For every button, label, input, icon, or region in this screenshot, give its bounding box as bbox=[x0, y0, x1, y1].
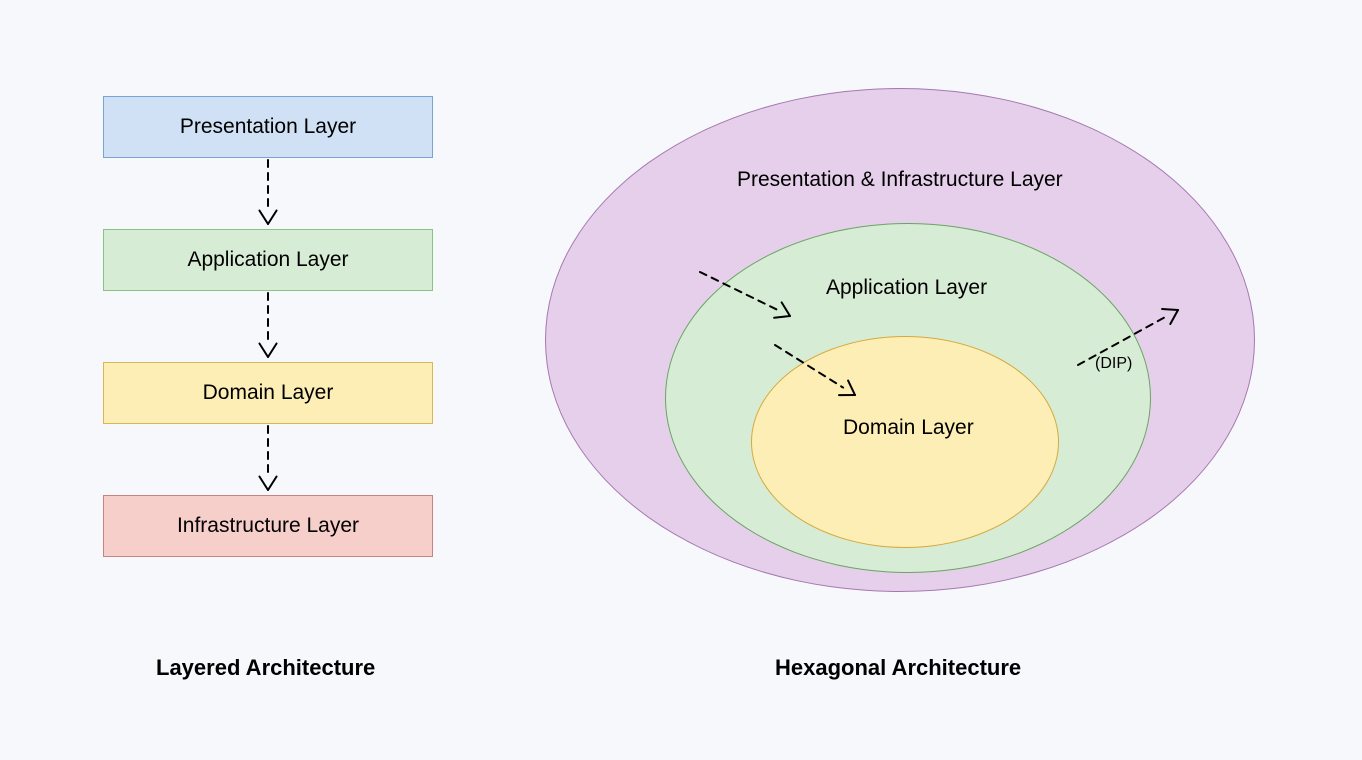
ellipse-inner bbox=[751, 336, 1059, 548]
ellipse-label-outer: Presentation & Infrastructure Layer bbox=[737, 168, 1063, 192]
caption-hexagonal: Hexagonal Architecture bbox=[775, 655, 1021, 681]
ellipse-label-middle: Application Layer bbox=[826, 276, 987, 300]
layer-label: Domain Layer bbox=[203, 381, 334, 405]
diagram-root: Presentation Layer Application Layer Dom… bbox=[0, 0, 1362, 760]
layer-label: Presentation Layer bbox=[180, 115, 356, 139]
layer-label: Application Layer bbox=[187, 248, 348, 272]
layer-box-presentation: Presentation Layer bbox=[103, 96, 433, 158]
layer-box-domain: Domain Layer bbox=[103, 362, 433, 424]
dip-label: (DIP) bbox=[1095, 355, 1132, 373]
layer-box-application: Application Layer bbox=[103, 229, 433, 291]
layer-box-infrastructure: Infrastructure Layer bbox=[103, 495, 433, 557]
ellipse-label-inner: Domain Layer bbox=[843, 416, 974, 440]
layer-label: Infrastructure Layer bbox=[177, 514, 359, 538]
caption-layered: Layered Architecture bbox=[156, 655, 375, 681]
